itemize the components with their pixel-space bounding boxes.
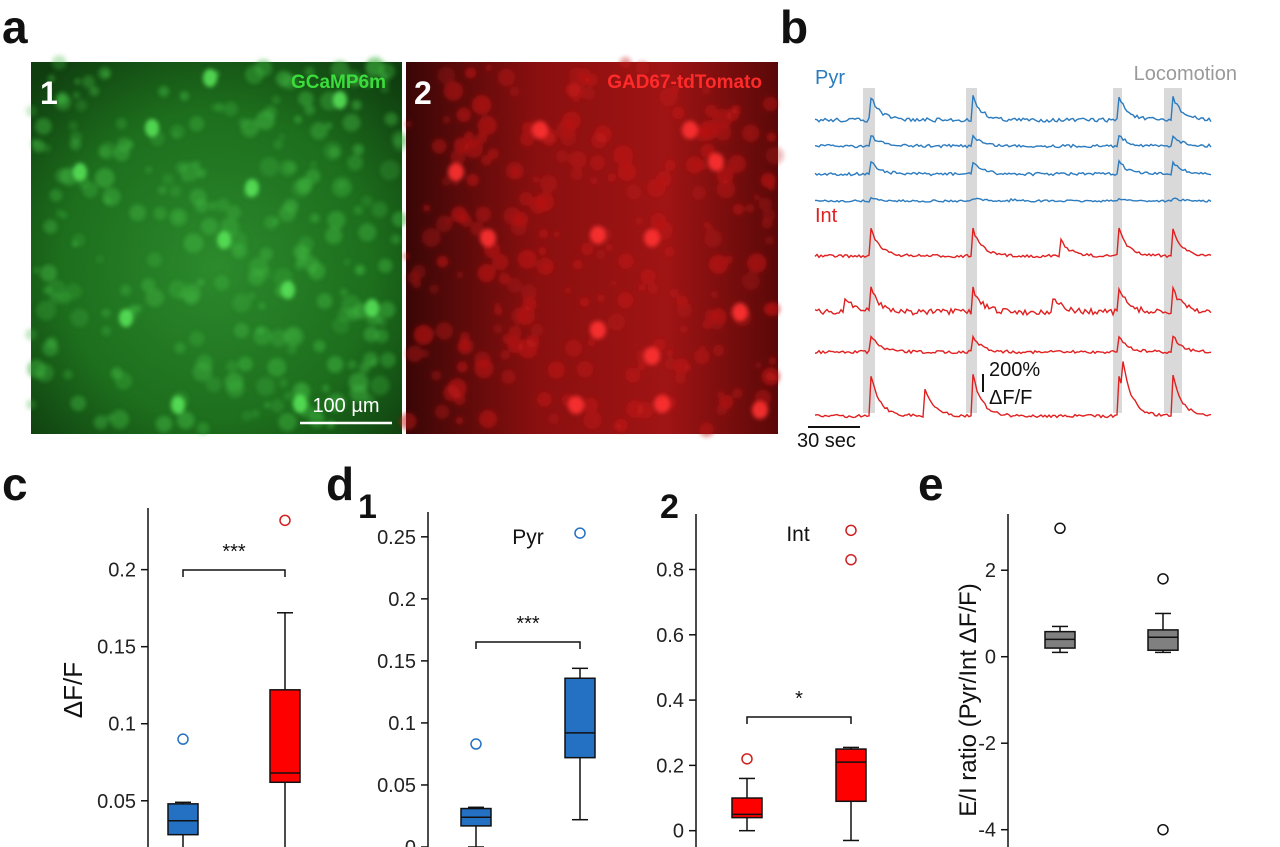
significance-label: *** [222, 541, 246, 563]
pyr-trace-label: Pyr [815, 67, 845, 89]
trace-line [814, 285, 1212, 317]
box-iqr [1147, 629, 1179, 651]
y-tick-label: 0 [673, 821, 684, 843]
y-tick-label: 0.25 [377, 527, 416, 549]
significance-label: *** [516, 613, 540, 635]
box-iqr [731, 797, 763, 819]
y-tick-label: 0.1 [388, 713, 416, 735]
trace-line [815, 196, 1212, 203]
panel-label-b: b [780, 1, 808, 53]
outlier-point [1157, 823, 1169, 836]
outlier-point [1054, 522, 1066, 535]
trace-line [814, 159, 1212, 177]
trace-line [814, 227, 1212, 259]
trace-line [814, 95, 1212, 123]
scale-bar-label: 100 µm [312, 395, 379, 417]
image-label-1: 1 [40, 75, 58, 111]
box-iqr [167, 803, 199, 836]
dff-scale-pct: 200% [989, 359, 1040, 381]
box-iqr [835, 748, 867, 803]
y-tick-label: 0.05 [377, 775, 416, 797]
box-Pyr-loc [460, 738, 492, 847]
outlier-point [845, 524, 857, 537]
y-tick-label: 0.2 [656, 755, 684, 777]
trace-line [814, 361, 1212, 419]
outlier-point [574, 527, 586, 539]
y-tick-label: 0 [985, 647, 996, 669]
boxplot-d2: 0 0.2 0.4 0.6 0.8 * Int [656, 514, 867, 847]
y-axis-label: ΔF/F [58, 662, 88, 718]
trace-line [814, 334, 1212, 355]
y-tick-label: 0.05 [97, 791, 136, 813]
boxplot-e: -4 -2 0 2E/I ratio (Pyr/Int ΔF/F) [955, 514, 1179, 847]
outlier-point [1157, 573, 1169, 585]
gcamp-label: GCaMP6m [291, 72, 386, 93]
panel-label-d: d [326, 458, 354, 510]
y-tick-label: 0.15 [97, 637, 136, 659]
box-Int [269, 514, 301, 847]
y-tick-label: 0.6 [656, 625, 684, 647]
panel-label-a: a [2, 1, 28, 53]
legend-label: Int [786, 523, 810, 546]
panel-label-d1: 1 [358, 488, 377, 526]
trace-line [814, 134, 1212, 149]
box-E/I-2 [1147, 573, 1179, 836]
legend-label: Pyr [512, 526, 544, 549]
locomotion-band [1164, 88, 1182, 413]
locomotion-label: Locomotion [1134, 63, 1237, 85]
box-plots: 0.05 0.1 0.15 0.2 *** ΔF/F 0 0.05 0.1 0.15 0.2 0.25… [58, 508, 1179, 847]
outlier-point [741, 753, 753, 765]
box-iqr [564, 677, 596, 759]
panel-label-d2: 2 [660, 488, 679, 526]
y-tick-label: 0 [405, 837, 416, 847]
y-tick-label: 0.2 [108, 560, 136, 582]
y-tick-label: 0.2 [388, 589, 416, 611]
box-E/I-1 [1044, 522, 1076, 654]
box-iqr [269, 689, 301, 784]
significance-bracket [746, 716, 852, 724]
image-gcamp [25, 55, 409, 435]
outlier-point [845, 553, 857, 566]
boxplot-c: 0.05 0.1 0.15 0.2 *** ΔF/F [58, 508, 301, 847]
y-axis-label: E/I ratio (Pyr/Int ΔF/F) [955, 583, 982, 816]
y-tick-label: -4 [978, 820, 996, 842]
box-Int-still [835, 524, 867, 842]
box-Pyr-still [564, 527, 596, 821]
image-label-2: 2 [414, 75, 432, 111]
dff-scale-unit: ΔF/F [989, 387, 1032, 409]
y-tick-label: -2 [978, 733, 996, 755]
image-tdtomato [399, 56, 784, 437]
box-Pyr [167, 733, 199, 847]
panel-label-e: e [918, 458, 944, 510]
significance-label: * [795, 688, 803, 710]
time-scale-label: 30 sec [797, 430, 856, 452]
outlier-point [177, 733, 189, 745]
int-trace-label: Int [815, 205, 838, 227]
significance-bracket [475, 641, 581, 649]
outlier-point [279, 514, 291, 527]
tdtomato-label: GAD67-tdTomato [607, 72, 762, 93]
y-tick-label: 0.1 [108, 714, 136, 736]
box-Int-loc [731, 753, 763, 832]
outlier-point [470, 738, 482, 750]
calcium-traces [814, 95, 1212, 419]
boxplot-d1: 0 0.05 0.1 0.15 0.2 0.25 *** Pyr [377, 512, 596, 847]
panel-label-c: c [2, 458, 28, 510]
significance-bracket [182, 569, 286, 577]
y-tick-label: 0.4 [656, 690, 684, 712]
y-tick-label: 0.8 [656, 560, 684, 582]
y-tick-label: 2 [985, 560, 996, 582]
y-tick-label: 0.15 [377, 651, 416, 673]
